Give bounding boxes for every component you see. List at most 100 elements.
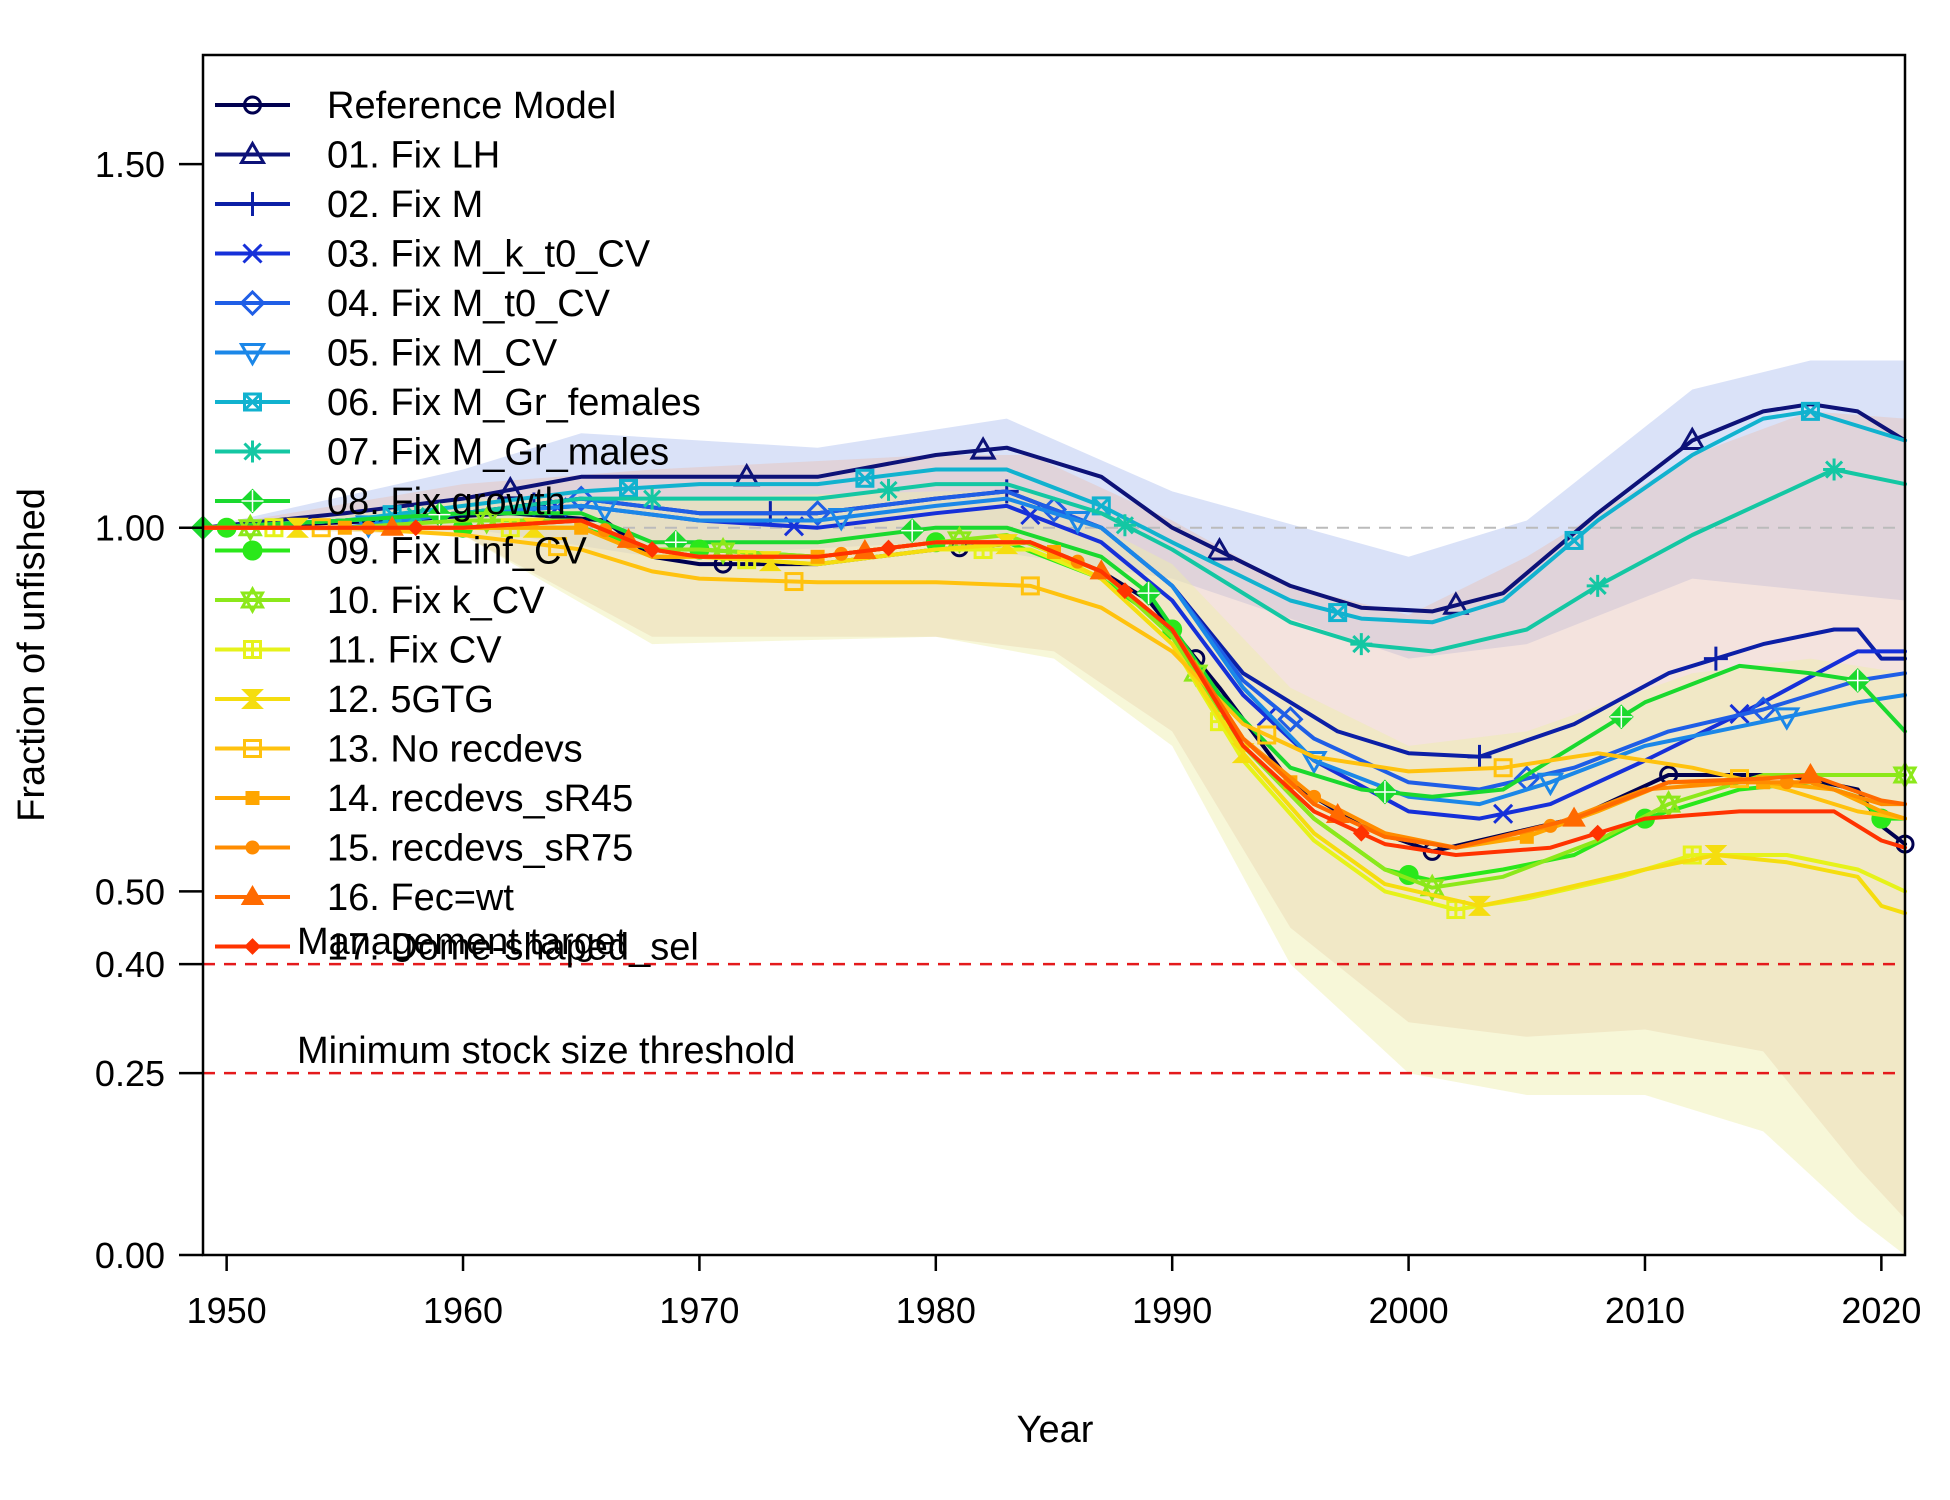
legend-entry-1: Reference Model [215, 85, 616, 127]
series-3-point [1703, 646, 1728, 671]
legend-entry-18: 17. Dome-shaped_sel [215, 927, 699, 969]
series-11-point [1656, 790, 1682, 819]
series-5-point [804, 500, 831, 527]
legend-entry-8: 07. Fix M_Gr_males [215, 432, 669, 474]
x-tick-label: 2000 [1369, 1290, 1449, 1331]
legend-label: 05. Fix M_CV [327, 333, 558, 375]
uncertainty-band-2 [203, 411, 1905, 1219]
series-14-point [1257, 725, 1277, 745]
legend-marker [239, 289, 266, 317]
legend-label: 10. Fix k_CV [327, 580, 545, 622]
series-18-point [1116, 582, 1134, 600]
legend-label: 03. Fix M_k_t0_CV [327, 234, 651, 276]
legend-label: Reference Model [327, 85, 616, 127]
series-18 [201, 518, 1907, 857]
legend-label: 13. No recdevs [327, 729, 583, 771]
series-2-point [496, 475, 524, 500]
legend-marker [243, 392, 262, 412]
legend-entry-4: 03. Fix M_k_t0_CV [215, 234, 651, 276]
series-8-point [877, 478, 900, 501]
series-18-point [1589, 824, 1607, 842]
legend-label: 11. Fix CV [327, 630, 502, 672]
series-line-8 [201, 467, 1907, 654]
legend-marker [243, 739, 262, 758]
series-lines [190, 401, 1918, 920]
series-5-point [1277, 706, 1304, 733]
x-tick-label: 2010 [1605, 1290, 1685, 1331]
series-8-point [1823, 458, 1846, 481]
y-axis-ticks: 0.00 0.25 0.40 0.50 1.00 1.50 [95, 144, 203, 1276]
legend: Reference Model 01. Fix LH 02. Fix M 03. Fi… [215, 85, 701, 969]
series-3-point [1467, 744, 1492, 769]
series-8-point [1350, 633, 1373, 656]
series-6-point [827, 508, 855, 532]
legend-label: 16. Fec=wt [327, 877, 514, 919]
legend-marker [242, 540, 263, 561]
series-6-point [1536, 772, 1565, 797]
legend-marker [241, 689, 264, 709]
legend-label: 09. Fix Linf_CV [327, 531, 587, 573]
legend-marker [240, 488, 265, 514]
series-9-point [1372, 779, 1398, 805]
x-tick-label: 1980 [896, 1290, 976, 1331]
legend-marker [243, 95, 262, 115]
legend-marker [240, 192, 265, 216]
series-6-point [1064, 510, 1092, 535]
legend-label: 17. Dome-shaped_sel [327, 927, 699, 969]
series-18-point [643, 541, 661, 558]
series-8-point [1586, 574, 1609, 597]
y-tick-label: 0.00 [95, 1235, 165, 1276]
series-14-point [1020, 576, 1040, 596]
y-tick-label: 0.40 [95, 944, 165, 985]
series-4-point [1493, 803, 1514, 824]
series-line-18 [201, 518, 1907, 857]
legend-label: 08. Fix growth [327, 481, 566, 523]
legend-label: 12. 5GTG [327, 679, 494, 721]
reference-line-label: Management target [297, 921, 627, 963]
legend-marker [245, 791, 260, 805]
series-6-point [1773, 707, 1801, 731]
legend-label: 02. Fix M [327, 184, 483, 226]
legend-label: 07. Fix M_Gr_males [327, 432, 669, 474]
legend-entry-17: 16. Fec=wt [215, 877, 514, 919]
legend-entry-13: 12. 5GTG [215, 679, 494, 721]
legend-entry-9: 08. Fix growth [215, 481, 566, 523]
y-axis-title: Fraction of unfished [11, 488, 53, 822]
x-axis-ticks: 1950 1960 1970 1980 1990 2000 2010 2020 [187, 1255, 1921, 1331]
series-8-point [1113, 514, 1136, 537]
legend-label: 14. recdevs_sR45 [327, 778, 633, 820]
legend-entry-10: 09. Fix Linf_CV [215, 531, 587, 573]
series-5-point [568, 485, 595, 512]
series-17-point [1562, 806, 1586, 827]
series-14-point [548, 537, 568, 557]
y-tick-label: 1.00 [95, 508, 165, 549]
legend-entry-7: 06. Fix M_Gr_females [215, 382, 701, 424]
series-7 [201, 401, 1907, 625]
legend-entry-2: 01. Fix LH [215, 135, 500, 177]
x-tick-label: 2020 [1841, 1290, 1921, 1331]
legend-entry-11: 10. Fix k_CV [215, 580, 545, 622]
series-line-14 [201, 525, 1907, 821]
legend-label: 01. Fix LH [327, 135, 500, 177]
series-2-point [969, 436, 997, 460]
uncertainty-band-3 [203, 491, 1905, 1255]
series-6-point [1300, 750, 1328, 775]
legend-label: 04. Fix M_t0_CV [327, 283, 611, 325]
legend-marker [238, 343, 267, 367]
series-17-point [1798, 763, 1823, 783]
x-axis-title: Year [1017, 1409, 1094, 1451]
series-18-point [880, 539, 897, 557]
series-2-point [1678, 426, 1706, 450]
series-line-7 [201, 409, 1907, 625]
series-8-point [641, 487, 664, 510]
legend-entry-14: 13. No recdevs [215, 729, 583, 771]
legend-label: 15. recdevs_sR75 [327, 828, 633, 870]
reference-line-label: Minimum stock size threshold [297, 1030, 795, 1072]
series-9-point [1845, 668, 1871, 693]
y-tick-label: 0.25 [95, 1053, 165, 1094]
legend-entry-3: 02. Fix M [215, 184, 483, 226]
legend-marker [238, 140, 267, 164]
reference-line-labels: Management target Minimum stock size thre… [297, 921, 795, 1072]
x-tick-label: 1960 [423, 1290, 503, 1331]
